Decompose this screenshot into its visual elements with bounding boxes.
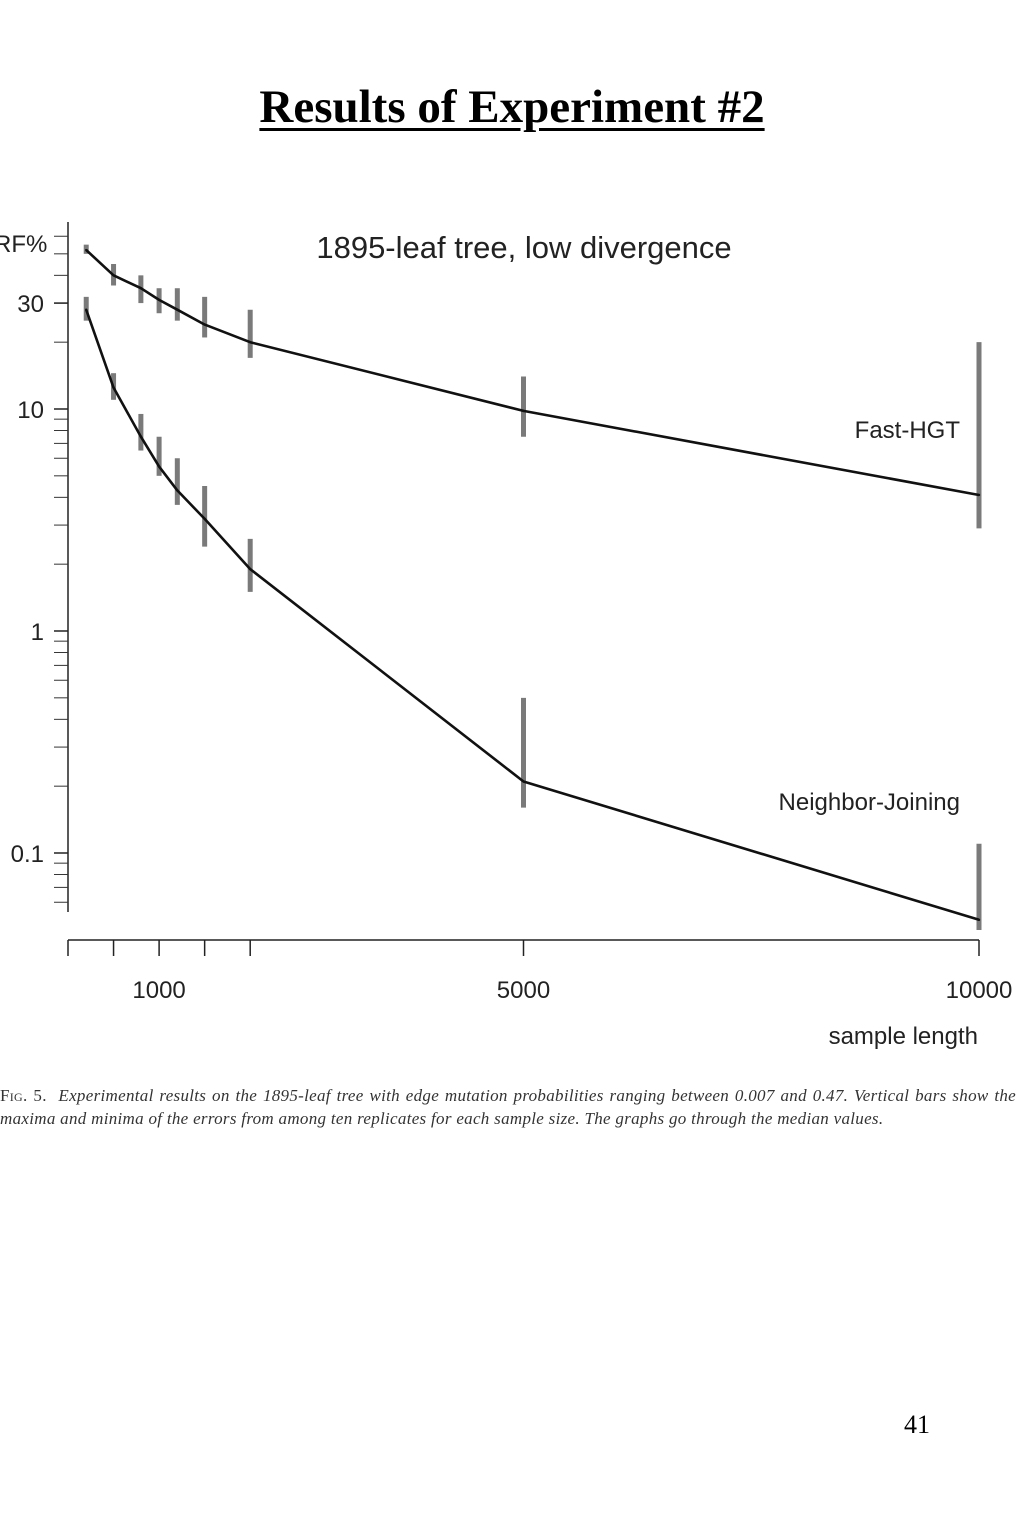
data-point-neighbor-joining [522, 780, 525, 783]
data-point-fast-hgt [249, 340, 252, 344]
y-tick-label: 30 [17, 291, 44, 318]
figure-caption: Fig. 5. Experimental results on the 1895… [0, 1084, 1016, 1130]
data-point-neighbor-joining [176, 489, 179, 492]
series-lines [84, 248, 981, 922]
data-point-fast-hgt [977, 493, 981, 497]
data-point-neighbor-joining [157, 465, 161, 468]
error-bars [83, 244, 982, 930]
axes: 0.1 1 10 30 1000 5000 10000 [11, 222, 1013, 1004]
data-point-fast-hgt [176, 308, 179, 311]
data-point-neighbor-joining [977, 918, 981, 922]
data-point-neighbor-joining [85, 308, 88, 311]
x-tick-label: 10000 [946, 977, 1013, 1004]
y-axis-label: RF% [0, 231, 47, 258]
caption-label: Fig. 5. [0, 1086, 47, 1105]
series-label-neighbor-joining: Neighbor-Joining [779, 789, 960, 816]
y-tick-label: 1 [31, 619, 44, 646]
y-tick-label: 10 [17, 397, 44, 424]
series-line-neighbor-joining [84, 309, 980, 922]
chart: 0.1 1 10 30 1000 5000 10000 1895-leaf tree, lo… [0, 222, 1013, 1050]
slide-title: Results of Experiment #2 [259, 81, 765, 133]
x-axis-label: sample length [829, 1023, 978, 1050]
data-point-neighbor-joining [139, 435, 143, 438]
series-line-fast-hgt [85, 249, 980, 497]
caption-text: Experimental results on the 1895-leaf tr… [0, 1086, 1017, 1128]
data-point-neighbor-joining [112, 386, 115, 389]
series-label-fast-hgt: Fast-HGT [855, 417, 961, 444]
chart-labels: 1895-leaf tree, low divergence RF% sampl… [0, 230, 978, 1050]
data-point-fast-hgt [157, 298, 161, 302]
data-point-neighbor-joining [249, 567, 252, 571]
data-point-fast-hgt [203, 323, 206, 326]
data-point-fast-hgt [85, 248, 88, 252]
data-point-neighbor-joining [203, 517, 206, 521]
data-point-fast-hgt [522, 409, 525, 413]
y-tick-label: 0.1 [11, 841, 44, 868]
x-tick-label: 5000 [497, 977, 550, 1004]
page-number: 41 [904, 1410, 930, 1439]
x-tick-label: 1000 [132, 977, 185, 1004]
data-point-fast-hgt [112, 274, 115, 277]
data-point-fast-hgt [139, 287, 143, 290]
chart-title: 1895-leaf tree, low divergence [316, 230, 731, 265]
